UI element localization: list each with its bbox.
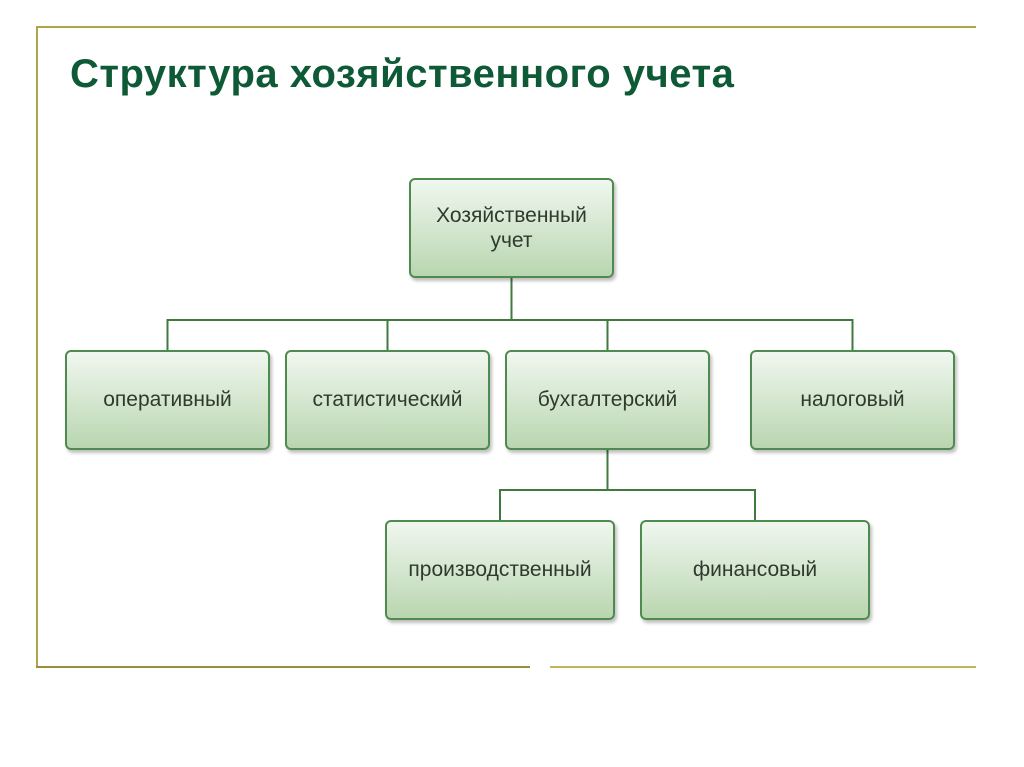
node-operative: оперативный xyxy=(65,350,270,450)
frame-top-line xyxy=(36,26,976,28)
bottom-rule-left xyxy=(36,666,530,668)
page-title: Структура хозяйственного учета xyxy=(70,52,734,97)
node-statistical: статистический xyxy=(285,350,490,450)
node-tax: налоговый xyxy=(750,350,955,450)
node-accounting: бухгалтерский xyxy=(505,350,710,450)
node-production: производственный xyxy=(385,520,615,620)
node-root: Хозяйственный учет xyxy=(409,178,614,278)
node-financial: финансовый xyxy=(640,520,870,620)
frame-left-line xyxy=(36,26,38,666)
bottom-rule-right xyxy=(550,666,976,668)
